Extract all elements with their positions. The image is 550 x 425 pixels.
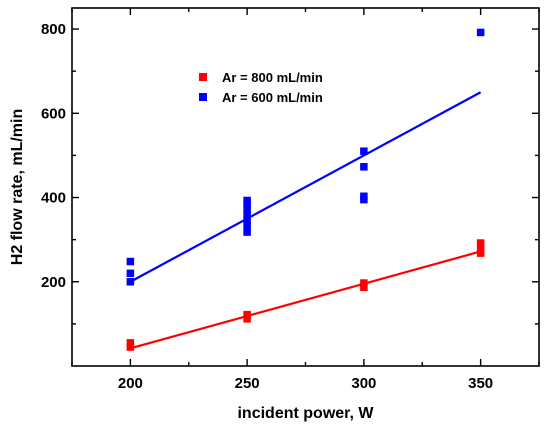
data-point xyxy=(360,163,368,171)
data-point xyxy=(243,310,251,319)
y-tick-label: 200 xyxy=(41,274,66,291)
data-point xyxy=(360,147,368,155)
data-point xyxy=(360,283,368,291)
legend-marker-1 xyxy=(199,93,207,101)
data-point xyxy=(126,343,135,351)
x-axis-title: incident power, W xyxy=(237,405,374,422)
data-point xyxy=(360,279,368,287)
x-tick-label: 250 xyxy=(235,375,260,392)
legend-label-1: Ar = 600 mL/min xyxy=(222,90,323,105)
y-tick-label: 400 xyxy=(41,190,66,207)
fit-line-1 xyxy=(129,91,482,283)
legend-box xyxy=(186,63,358,109)
data-point xyxy=(126,257,135,266)
legend: Ar = 800 mL/min Ar = 600 mL/min xyxy=(186,63,358,109)
y-tick-label: 800 xyxy=(41,21,66,38)
data-point xyxy=(243,222,251,230)
data-point xyxy=(476,249,485,257)
data-point xyxy=(243,228,251,236)
data-point xyxy=(126,269,135,278)
data-point xyxy=(476,239,485,247)
y-tick-label: 600 xyxy=(41,105,66,122)
data-point xyxy=(243,216,251,225)
data-point xyxy=(360,192,368,201)
data-point xyxy=(476,28,485,37)
legend-marker-0 xyxy=(199,73,207,81)
data-point xyxy=(126,339,135,347)
y-axis-title: H2 flow rate, mL/min xyxy=(9,109,26,265)
fit-line-0 xyxy=(130,250,481,350)
data-point xyxy=(476,244,485,252)
data-point xyxy=(126,278,135,286)
data-point xyxy=(243,205,251,214)
legend-label-0: Ar = 800 mL/min xyxy=(222,70,323,85)
x-tick-label: 300 xyxy=(351,375,376,392)
data-point xyxy=(243,196,251,205)
data-point xyxy=(243,200,251,209)
data-point xyxy=(243,210,251,219)
x-tick-label: 200 xyxy=(118,375,143,392)
x-tick-label: 350 xyxy=(468,375,493,392)
data-point xyxy=(243,315,251,323)
